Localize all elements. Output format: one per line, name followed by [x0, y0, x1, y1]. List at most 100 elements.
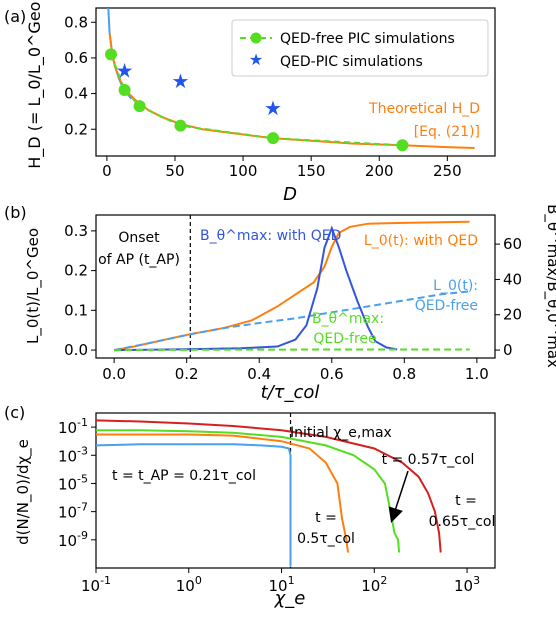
panel-a-y-label: H_D (= L_0/L_0^Geo)	[25, 0, 45, 169]
initial-chi-label: Initial χ_e,max	[290, 425, 392, 441]
a-x-tick-label: 0	[102, 162, 112, 180]
t-ap-label: t = t_AP = 0.21τ_col	[112, 468, 256, 484]
a-y-tick-label: 0.6	[64, 49, 88, 67]
panel-b-left-y-label: L_0(t)/L_0^Geo	[24, 228, 43, 344]
b-qed-line	[114, 225, 398, 352]
panel-b-plot-area	[113, 215, 470, 358]
panel-b-left-y-ticks: 0.0 0.1 0.2 0.3	[64, 222, 96, 359]
qed-free-point	[174, 119, 187, 132]
qed-point: ★	[171, 69, 189, 93]
c-x-tick-label: 103	[454, 574, 480, 595]
c-y-tick-label: 10-3	[58, 444, 88, 465]
l-free-label-line1: L_0(t):	[433, 278, 478, 294]
b-left-y-tick-label: 0.2	[64, 262, 88, 280]
qed-free-point	[118, 84, 131, 97]
b-x-tick-label: 0.6	[320, 365, 344, 383]
a-x-tick-label: 200	[365, 162, 394, 180]
panel-a-legend: QED-free PIC simulations ★ QED-PIC simul…	[231, 19, 489, 77]
panel-c-frame	[95, 412, 496, 569]
qed-free-line	[110, 54, 403, 147]
panel-c-x-label: χ_e	[274, 588, 306, 609]
panel-a-frame	[95, 7, 496, 157]
panel-a: (a) 0 50 100 150 200 250 0.2 0.4 0.6 0.8 D H_D (…	[4, 0, 496, 205]
t-065-label-line1: t =	[455, 493, 477, 509]
legend-qed-free-label: QED-free PIC simulations	[280, 31, 455, 47]
t-ap-curve	[95, 443, 292, 567]
b-x-tick-label: 0.2	[175, 365, 199, 383]
l-free-label-line2: QED-free	[415, 298, 478, 314]
t-05-curve	[96, 433, 349, 553]
qed-point: ★	[264, 96, 282, 120]
panel-b-right-y-ticks: 0 20 40 60	[495, 235, 522, 359]
theoretical-annotation: Theoretical H_D	[368, 101, 480, 117]
legend-qed-free-marker	[250, 32, 262, 44]
qed-point: ★	[116, 58, 134, 82]
panel-b: (b) 0.0 0.2 0.4 0.6 0.8 1.0 0.0 0.1 0.2 0.3 0 20 4…	[4, 203, 556, 403]
qed-free-point	[133, 100, 146, 113]
b-x-tick-label: 0.4	[247, 365, 271, 383]
a-x-tick-label: 100	[229, 162, 258, 180]
panel-c-label: (c)	[4, 403, 25, 422]
t-057-label: t = 0.57τ_col	[382, 452, 475, 468]
theoretical-eq-annotation: [Eq. (21)]	[414, 124, 480, 140]
t-05-label-line1: t =	[315, 510, 337, 526]
panel-b-right-y-label: B_θ^max/B_θ,0^max	[543, 204, 556, 368]
a-y-tick-label: 0.2	[64, 120, 88, 138]
b-left-y-tick-label: 0.0	[64, 341, 88, 359]
t-065-curve	[95, 419, 442, 553]
panel-a-y-ticks: 0.2 0.4 0.6 0.8	[64, 13, 96, 138]
c-x-tick-label: 10-1	[81, 574, 111, 595]
legend-qed-label: QED-PIC simulations	[280, 54, 423, 70]
l-qed-line	[113, 220, 470, 352]
panel-b-x-ticks: 0.0 0.2 0.4 0.6 0.8 1.0	[102, 358, 489, 383]
a-x-tick-label: 250	[433, 162, 462, 180]
legend-qed-star-icon: ★	[249, 50, 263, 69]
b-right-y-tick-label: 60	[503, 235, 522, 253]
panel-b-x-label: t/τ_col	[261, 382, 320, 403]
onset-label-line2: of AP (t_AP)	[98, 252, 180, 268]
a-y-tick-label: 0.8	[64, 13, 88, 31]
b-x-tick-label: 1.0	[465, 365, 489, 383]
c-y-tick-label: 10-1	[58, 416, 88, 437]
qed-free-point	[104, 48, 117, 61]
panel-b-label: (b)	[4, 203, 27, 222]
b-left-y-tick-label: 0.1	[64, 301, 88, 319]
panel-c-y-label: d(N/N_0)/dχ_e	[14, 439, 33, 545]
b-right-y-tick-label: 40	[503, 270, 522, 288]
c-y-tick-label: 10-9	[58, 529, 88, 550]
panel-b-frame	[95, 214, 496, 359]
b-free-label-line1: B_θ^max:	[312, 311, 384, 327]
a-y-tick-label: 0.4	[64, 85, 88, 103]
b-x-tick-label: 0.0	[102, 365, 126, 383]
panel-c-x-ticks: 10-1 100 101 102 103	[81, 568, 480, 595]
panel-a-label: (a)	[4, 7, 26, 26]
panel-a-x-label: D	[283, 184, 297, 205]
a-x-tick-label: 50	[165, 162, 184, 180]
c-y-tick-label: 10-5	[58, 472, 88, 493]
t-05-label-line2: 0.5τ_col	[297, 531, 355, 547]
l-qed-label: L_0(t): with QED	[364, 233, 478, 249]
panel-c: (c) 10-1 100 101 102 103 10-110-310-510-710-…	[4, 403, 496, 609]
b-free-label-line2: QED-free	[313, 331, 376, 347]
c-x-tick-label: 102	[361, 574, 387, 595]
b-qed-label: B_θ^max: with QED	[200, 228, 341, 244]
b-x-tick-label: 0.8	[392, 365, 416, 383]
t-057-curve	[96, 429, 401, 553]
panel-a-plot-area: ★ ★ ★	[104, 7, 475, 152]
c-x-tick-label: 100	[176, 574, 202, 595]
legend-box	[231, 19, 489, 77]
qed-free-point	[396, 139, 409, 152]
c-x-tick-label: 101	[268, 574, 294, 595]
t-057-arrow	[388, 470, 409, 523]
a-x-tick-label: 150	[297, 162, 326, 180]
panel-a-x-ticks: 0 50 100 150 200 250	[102, 156, 462, 180]
panel-c-y-ticks: 10-1 10-3 10-5 10-7 10-9	[58, 416, 96, 550]
onset-label-line1: Onset	[118, 230, 160, 246]
b-right-y-tick-label: 20	[503, 306, 522, 324]
b-free-line	[114, 348, 470, 352]
qed-free-point	[267, 132, 280, 145]
c-y-tick-label: 10-7	[58, 501, 88, 522]
panel-c-plot-area	[95, 413, 442, 568]
t-065-label-line2: 0.65τ_col	[429, 514, 496, 530]
